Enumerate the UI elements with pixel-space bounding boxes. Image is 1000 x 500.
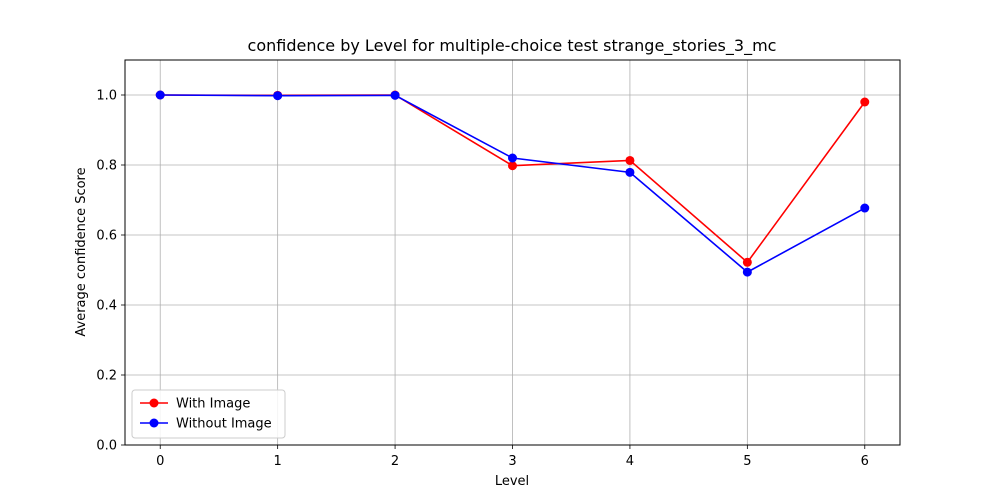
data-point xyxy=(155,90,165,100)
y-tick-label: 1.0 xyxy=(96,89,117,104)
data-point xyxy=(625,155,635,165)
x-tick-label: 4 xyxy=(626,454,634,469)
y-tick-label: 0.0 xyxy=(96,439,117,454)
x-tick-label: 6 xyxy=(861,454,869,469)
data-point xyxy=(860,203,870,213)
data-point xyxy=(273,91,283,101)
series-without-image xyxy=(155,90,870,277)
axis-ticks: 0 1 2 3 4 5 6 0.0 0.2 0.4 0.6 0.8 1.0 xyxy=(96,89,869,470)
x-tick-label: 0 xyxy=(156,454,164,469)
y-axis-label: Average confidence Score xyxy=(74,167,89,336)
series-layer xyxy=(155,90,870,277)
x-tick-label: 3 xyxy=(508,454,516,469)
x-tick-label: 2 xyxy=(391,454,399,469)
y-tick-label: 0.6 xyxy=(96,229,117,244)
data-point xyxy=(742,267,752,277)
y-tick-label: 0.2 xyxy=(96,369,117,384)
x-tick-label: 5 xyxy=(743,454,751,469)
legend-box xyxy=(131,389,286,439)
legend-marker xyxy=(149,418,159,428)
legend-item: Without Image xyxy=(140,417,272,432)
x-tick-label: 1 xyxy=(274,454,282,469)
x-axis-label: Level xyxy=(495,474,529,489)
data-point xyxy=(390,90,400,100)
y-tick-label: 0.4 xyxy=(96,299,117,314)
chart-title: confidence by Level for multiple-choice … xyxy=(248,36,777,56)
legend-item: With Image xyxy=(140,397,250,412)
data-point xyxy=(625,167,635,177)
data-point xyxy=(508,153,517,163)
legend-label: Without Image xyxy=(176,417,272,432)
legend-label: With Image xyxy=(176,397,250,412)
data-point xyxy=(860,97,870,107)
data-point xyxy=(508,161,517,171)
legend-marker xyxy=(149,398,159,408)
y-tick-label: 0.8 xyxy=(96,159,117,174)
data-point xyxy=(742,257,752,267)
legend: With Image Without Image xyxy=(131,389,286,439)
